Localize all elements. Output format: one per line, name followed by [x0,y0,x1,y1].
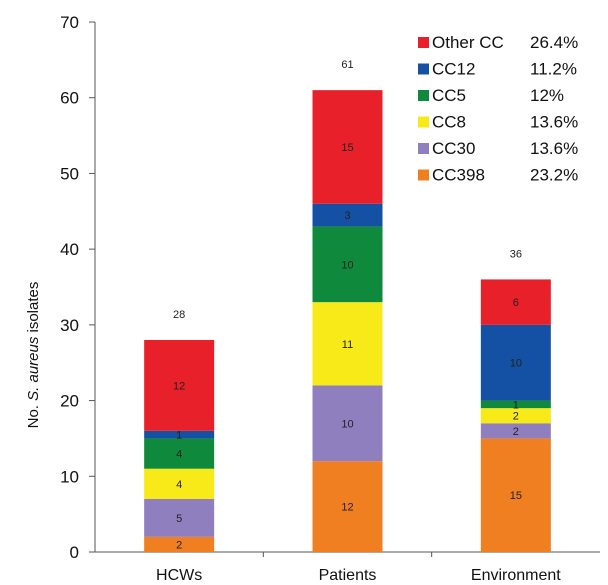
legend-label: CC398 [432,166,485,185]
legend-label: CC8 [432,113,466,132]
legend-label: CC30 [432,139,475,158]
legend-percent: 13.6% [530,139,578,158]
bar-segment [144,438,215,469]
segment-value-label: 10 [341,259,353,271]
segment-value-label: 10 [510,358,522,370]
y-axis-label: No. S. aureus isolates [25,282,42,429]
x-category-label: Patients [319,567,377,584]
segment-value-label: 5 [176,513,182,525]
segment-value-label: 6 [513,297,519,309]
bar-segment [480,400,551,409]
legend-swatch [418,169,429,181]
segment-value-label: 12 [341,502,353,514]
segment-value-label: 1 [176,430,182,442]
bar-segment [312,226,383,303]
bar-total-label: 28 [173,309,185,321]
segment-value-label: 4 [176,449,182,461]
segment-value-label: 12 [173,380,185,392]
segment-value-label: 3 [344,210,350,222]
segment-value-label: 4 [176,479,182,491]
bar-segment [312,90,383,204]
bar-segment [144,340,215,431]
bar-segment [312,461,383,552]
y-axis-label-part: No. [25,401,42,429]
bar-segment [480,438,551,552]
segment-value-label: 1 [513,399,519,411]
bar-total-label: 61 [341,59,353,71]
y-axis-label-part: isolates [25,282,42,337]
bar-segment [312,203,383,227]
legend-label: Other CC [432,33,504,52]
legend-percent: 11.2% [530,60,577,79]
y-tick-label: 0 [70,543,79,562]
bar-segment [480,408,551,424]
axes: 0 10 20 30 40 50 60 70 [60,13,600,562]
x-category-label: HCWs [156,567,202,584]
y-tick-label: 70 [60,13,79,32]
segment-value-label: 15 [341,142,353,154]
bar-segment [144,499,215,537]
bars: 254411228HCWs1210111031561Patients152211… [144,59,561,584]
legend-swatch [418,143,429,154]
segment-value-label: 10 [341,418,353,430]
bar-total-label: 36 [510,248,522,260]
legend-percent: 23.2% [530,166,578,185]
legend-swatch [418,90,429,101]
y-tick-label: 60 [60,89,79,108]
y-tick-label: 10 [60,467,79,486]
y-tick-label: 20 [60,392,79,411]
bar-segment [480,279,551,325]
legend-percent: 12% [530,86,564,105]
legend-percent: 26.4% [530,33,578,52]
legend: Other CC 26.4% CC12 11.2% CC5 12% CC8 13.6% CC30… [418,33,578,185]
legend-swatch [418,63,429,75]
y-tick-label: 30 [60,316,79,335]
legend-label: CC5 [432,86,466,105]
legend-percent: 13.6% [530,113,578,132]
legend-swatch [418,37,429,48]
y-tick-label: 40 [60,240,79,259]
bar-segment [480,324,551,401]
bar-segment [480,423,551,439]
segment-value-label: 2 [513,426,519,438]
x-category-label: Environment [471,567,561,584]
segment-value-label: 2 [176,539,182,551]
bar-segment [144,468,215,499]
bar-segment [144,430,215,439]
y-tick-label: 50 [60,164,79,183]
bar-segment [144,536,215,552]
legend-swatch [418,116,429,128]
legend-label: CC12 [432,60,475,79]
segment-value-label: 15 [510,490,522,502]
bar-segment [312,302,383,386]
segment-value-label: 11 [342,339,353,351]
bar-segment [312,385,383,462]
y-axis-label-species: S. aureus [25,336,42,401]
segment-value-label: 2 [513,411,519,423]
